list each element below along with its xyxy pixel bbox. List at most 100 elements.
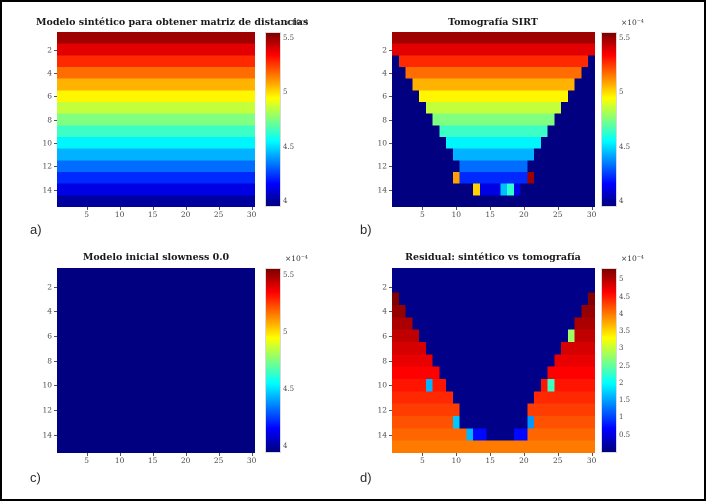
x-tick-mark xyxy=(86,207,88,210)
x-tick-mark xyxy=(456,453,458,456)
colorbar-tick-label: 3.5 xyxy=(619,327,631,336)
colorbar-tick-label: 5.5 xyxy=(619,34,631,43)
colorbar-tick-label: 4.5 xyxy=(619,292,631,301)
colorbar-d: 5 4.5 4 3.5 3 2.5 2 1.5 1 0.5 xyxy=(601,268,630,453)
y-tick-mark xyxy=(389,434,392,436)
y-tick-mark xyxy=(389,189,392,191)
y-tick-mark xyxy=(389,96,392,98)
x-tick-mark xyxy=(523,453,525,456)
y-tick-mark xyxy=(389,409,392,411)
x-tick-mark xyxy=(86,453,88,456)
colorbar-tick-label: 5 xyxy=(619,88,624,97)
heatmap-d: 5 10 15 20 25 30 2 4 6 8 10 12 14 xyxy=(377,268,596,465)
y-tick-mark xyxy=(389,119,392,121)
heatmap-c-canvas xyxy=(57,268,255,453)
colorbar-tick-label: 2 xyxy=(619,378,624,387)
x-tick-mark xyxy=(557,453,559,456)
colorbar-c-exponent: ×10⁻⁴ xyxy=(285,254,308,263)
y-tick-mark xyxy=(54,119,57,121)
y-tick-label: 2 xyxy=(47,282,52,291)
x-tick-mark xyxy=(152,207,154,210)
x-tick-mark xyxy=(591,207,593,210)
x-tick-label: 20 xyxy=(519,210,529,219)
x-tick-label: 20 xyxy=(519,456,529,465)
x-tick-mark xyxy=(152,453,154,456)
heatmap-a-canvas xyxy=(57,32,255,207)
x-tick-label: 15 xyxy=(485,456,495,465)
panel-a-label: a) xyxy=(30,222,42,237)
panel-b-label: b) xyxy=(360,222,372,237)
y-tick-mark xyxy=(389,166,392,168)
y-tick-label: 14 xyxy=(377,185,387,194)
x-tick-label: 30 xyxy=(246,210,257,219)
y-tick-label: 10 xyxy=(377,138,387,148)
y-tick-label: 6 xyxy=(47,331,52,341)
y-tick-mark xyxy=(389,385,392,387)
y-tick-label: 12 xyxy=(377,405,387,415)
x-tick-mark xyxy=(523,207,525,210)
x-tick-mark xyxy=(185,207,187,210)
x-tick-label: 5 xyxy=(84,210,90,219)
colorbar-b: 5.5 5 4.5 4 xyxy=(601,32,630,207)
x-tick-label: 25 xyxy=(213,456,224,465)
panel-c-title: Modelo inicial slowness 0.0 xyxy=(82,252,230,263)
y-tick-mark xyxy=(54,360,57,362)
y-tick-label: 14 xyxy=(42,430,52,439)
y-tick-mark xyxy=(54,189,57,191)
x-tick-label: 25 xyxy=(213,210,224,219)
colorbar-tick-label: 0.5 xyxy=(619,430,631,439)
colorbar-a-exponent: ×10⁻⁴ xyxy=(285,18,308,27)
x-tick-mark xyxy=(557,207,559,210)
y-tick-mark xyxy=(389,72,392,74)
colorbar-tick-label: 4.5 xyxy=(283,142,295,151)
y-tick-mark xyxy=(389,360,392,362)
x-tick-mark xyxy=(218,453,220,456)
y-tick-mark xyxy=(389,335,392,337)
y-tick-label: 12 xyxy=(42,405,52,415)
x-tick-mark xyxy=(119,207,121,210)
colorbar-tick-label: 4 xyxy=(619,309,624,318)
y-tick-mark xyxy=(389,49,392,51)
colorbar-a-canvas xyxy=(266,33,280,206)
x-tick-label: 15 xyxy=(485,210,495,219)
x-tick-label: 5 xyxy=(420,456,425,465)
y-tick-label: 2 xyxy=(382,282,387,291)
x-tick-mark xyxy=(185,453,187,456)
colorbar-tick-label: 4 xyxy=(283,196,288,205)
y-tick-mark xyxy=(54,385,57,387)
panel-d-title: Residual: sintético vs tomografía xyxy=(405,252,581,263)
colorbar-tick-label: 4 xyxy=(283,442,288,451)
heatmap-c: 5 10 15 20 25 30 2 4 6 8 10 12 14 xyxy=(42,268,256,465)
colorbar-c: 5.5 5 4.5 4 xyxy=(265,268,294,453)
x-tick-mark xyxy=(422,207,424,210)
y-tick-label: 12 xyxy=(377,161,387,171)
y-tick-label: 6 xyxy=(382,91,387,101)
y-tick-label: 10 xyxy=(42,138,52,148)
x-tick-mark xyxy=(119,453,121,456)
y-tick-mark xyxy=(389,311,392,313)
x-tick-mark xyxy=(251,207,253,210)
x-tick-label: 15 xyxy=(147,210,158,219)
y-tick-mark xyxy=(54,142,57,144)
y-tick-label: 4 xyxy=(382,306,387,316)
colorbar-tick-label: 3 xyxy=(619,344,624,353)
heatmap-a: 5 10 15 20 25 30 2 4 6 8 10 12 14 xyxy=(42,32,256,219)
panel-c-label: c) xyxy=(30,470,41,485)
x-tick-label: 5 xyxy=(420,210,425,219)
x-tick-mark xyxy=(422,453,424,456)
y-tick-mark xyxy=(54,286,57,288)
y-tick-label: 4 xyxy=(382,68,387,78)
y-tick-mark xyxy=(54,72,57,74)
colorbar-a: 5.5 5 4.5 4 xyxy=(265,32,294,207)
x-tick-label: 10 xyxy=(114,456,125,465)
colorbar-c-canvas xyxy=(266,269,280,452)
y-tick-label: 10 xyxy=(42,380,52,390)
x-tick-label: 10 xyxy=(451,456,462,465)
panel-a-title: Modelo sintético para obtener matriz de … xyxy=(36,17,309,28)
y-tick-label: 14 xyxy=(42,185,52,194)
y-tick-label: 10 xyxy=(377,380,387,390)
y-tick-label: 6 xyxy=(47,91,52,101)
x-tick-mark xyxy=(218,207,220,210)
x-tick-mark xyxy=(591,453,593,456)
y-tick-label: 8 xyxy=(47,115,52,124)
